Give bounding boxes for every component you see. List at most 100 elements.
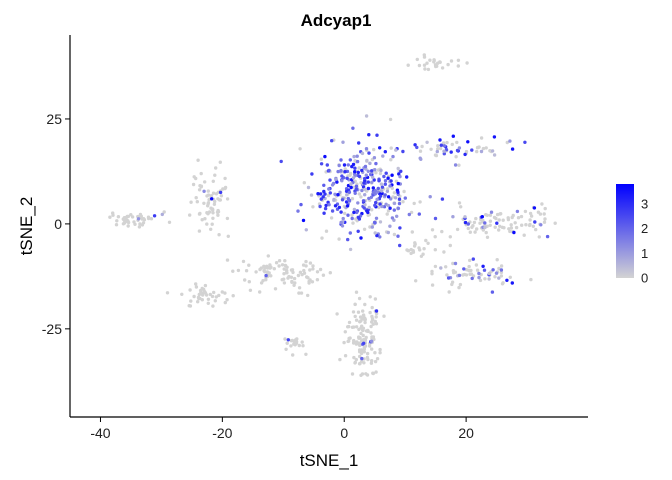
scatter-point xyxy=(358,343,362,348)
scatter-point xyxy=(370,314,374,319)
scatter-point xyxy=(266,254,270,258)
scatter-point xyxy=(523,140,527,144)
scatter-point xyxy=(248,288,253,292)
scatter-point xyxy=(333,192,337,196)
y-tick-label: -25 xyxy=(42,321,62,337)
scatter-point xyxy=(528,211,533,216)
scatter-point xyxy=(165,291,170,295)
scatter-point xyxy=(360,151,365,156)
scatter-point xyxy=(446,276,451,280)
scatter-point xyxy=(457,146,462,150)
scatter-point xyxy=(318,204,322,209)
scatter-point xyxy=(212,290,216,295)
scatter-point xyxy=(409,210,414,215)
scatter-point xyxy=(383,193,387,197)
scatter-point xyxy=(152,214,157,218)
scatter-point xyxy=(368,295,372,299)
scatter-point xyxy=(375,233,379,238)
scatter-point xyxy=(311,264,315,268)
scatter-point xyxy=(523,209,528,214)
scatter-point xyxy=(442,250,446,254)
scatter-point xyxy=(336,193,340,197)
scatter-point xyxy=(341,140,345,144)
scatter-point xyxy=(430,272,434,276)
scatter-point xyxy=(466,226,470,231)
scatter-point xyxy=(217,233,221,237)
scatter-point xyxy=(426,241,430,245)
scatter-point xyxy=(111,211,115,215)
scatter-point xyxy=(324,229,329,233)
scatter-point xyxy=(392,232,397,237)
scatter-point xyxy=(501,218,505,222)
scatter-point xyxy=(231,269,235,273)
scatter-point xyxy=(374,315,378,319)
scatter-point xyxy=(372,178,376,182)
scatter-point xyxy=(225,298,229,302)
scatter-point xyxy=(352,355,356,360)
scatter-point xyxy=(407,212,411,217)
scatter-point xyxy=(519,214,524,219)
scatter-point xyxy=(402,189,406,194)
scatter-point xyxy=(479,149,484,154)
scatter-point xyxy=(478,278,483,283)
scatter-point xyxy=(425,61,429,65)
scatter-point xyxy=(339,210,343,214)
scatter-point xyxy=(439,146,443,151)
scatter-point xyxy=(304,264,308,268)
scatter-point xyxy=(398,174,402,179)
scatter-point xyxy=(279,159,283,164)
scatter-point xyxy=(451,134,455,138)
scatter-point xyxy=(343,330,347,334)
scatter-point xyxy=(236,268,241,273)
scatter-point xyxy=(499,268,504,272)
scatter-point xyxy=(364,329,369,333)
scatter-point xyxy=(391,195,395,199)
scatter-point xyxy=(487,277,491,281)
scatter-point xyxy=(194,196,198,200)
scatter-point xyxy=(210,197,214,201)
scatter-point xyxy=(339,158,343,162)
scatter-point xyxy=(357,336,361,340)
scatter-point xyxy=(424,238,428,243)
scatter-point xyxy=(413,143,417,147)
scatter-point xyxy=(302,271,307,275)
scatter-point xyxy=(358,354,362,359)
scatter-point xyxy=(353,191,357,195)
scatter-point xyxy=(381,154,385,158)
scatter-point xyxy=(376,186,380,191)
scatter-point xyxy=(356,229,360,233)
scatter-point xyxy=(197,188,202,192)
scatter-point xyxy=(366,180,370,184)
scatter-point xyxy=(263,266,267,270)
scatter-point xyxy=(357,166,361,170)
scatter-point xyxy=(350,197,355,201)
scatter-point xyxy=(282,277,286,281)
scatter-point xyxy=(515,209,520,214)
scatter-point xyxy=(335,180,339,184)
scatter-point xyxy=(374,370,378,374)
scatter-point xyxy=(286,276,290,280)
scatter-point xyxy=(323,192,327,196)
scatter-point xyxy=(282,272,286,276)
scatter-point xyxy=(397,197,402,201)
scatter-point xyxy=(412,201,416,206)
scatter-point xyxy=(435,149,439,154)
scatter-point xyxy=(293,343,297,347)
scatter-point xyxy=(470,225,474,229)
scatter-point xyxy=(138,222,142,226)
scatter-point xyxy=(494,271,499,275)
scatter-point xyxy=(258,290,262,294)
scatter-point xyxy=(225,197,230,201)
scatter-point xyxy=(490,290,495,294)
scatter-point xyxy=(363,187,367,192)
scatter-point xyxy=(149,217,154,221)
scatter-point xyxy=(308,278,312,282)
scatter-point xyxy=(509,223,513,227)
scatter-point xyxy=(405,248,409,252)
scatter-point xyxy=(440,66,445,70)
scatter-point xyxy=(493,225,497,229)
scatter-point xyxy=(397,172,401,176)
scatter-point xyxy=(322,183,326,187)
scatter-point xyxy=(137,225,142,229)
scatter-point xyxy=(373,168,377,172)
